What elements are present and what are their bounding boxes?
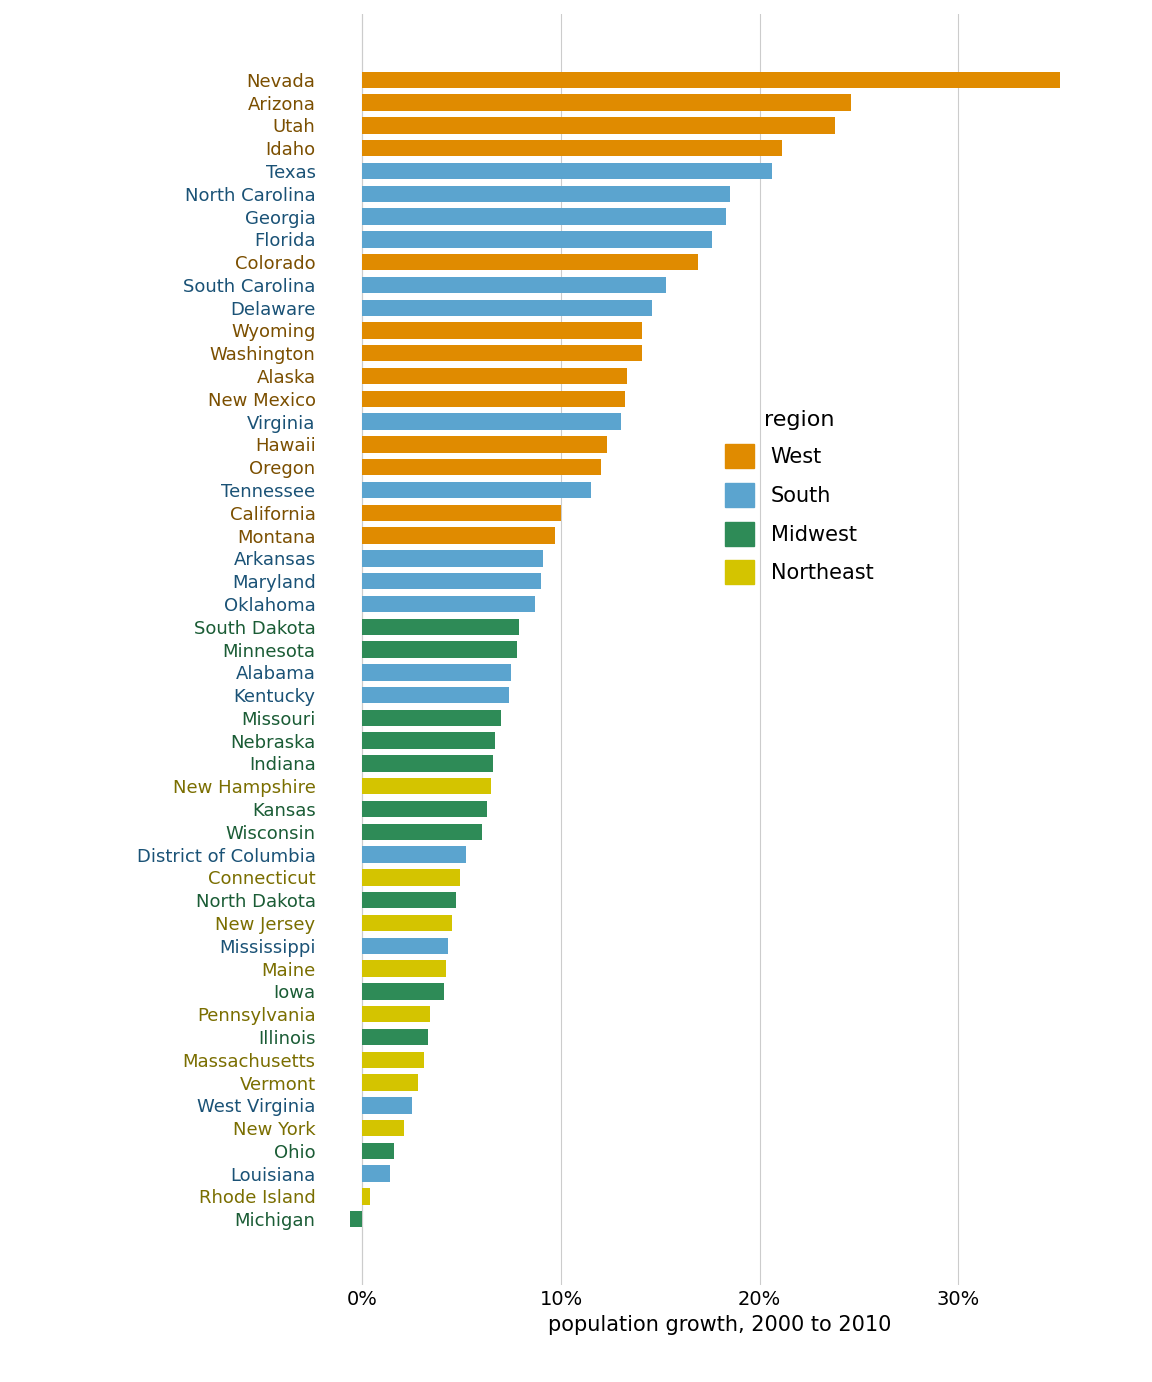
Bar	[363, 665, 511, 680]
Bar	[363, 391, 624, 408]
Bar	[363, 117, 835, 134]
Bar	[363, 756, 493, 771]
Bar	[363, 869, 460, 886]
Bar	[363, 276, 666, 293]
Bar	[363, 368, 627, 384]
Bar	[363, 732, 495, 749]
Bar	[363, 778, 492, 795]
Bar	[363, 915, 452, 931]
Bar	[363, 574, 541, 589]
Bar	[363, 619, 520, 634]
Bar	[363, 1006, 430, 1023]
Bar	[363, 983, 444, 999]
Bar	[363, 1165, 391, 1182]
Bar	[363, 550, 543, 567]
Bar	[363, 528, 555, 543]
Bar	[363, 254, 698, 271]
Bar	[363, 346, 643, 362]
Bar	[363, 687, 509, 703]
Bar	[363, 710, 501, 726]
Bar	[363, 209, 726, 225]
X-axis label: population growth, 2000 to 2010: population growth, 2000 to 2010	[548, 1314, 892, 1335]
Bar	[363, 937, 448, 954]
Bar	[363, 163, 772, 180]
Legend: West, South, Midwest, Northeast: West, South, Midwest, Northeast	[714, 399, 884, 594]
Bar	[363, 185, 730, 202]
Bar	[363, 482, 591, 499]
Bar	[363, 596, 536, 612]
Bar	[363, 437, 607, 453]
Bar	[363, 1143, 394, 1159]
Bar	[363, 413, 621, 430]
Bar	[363, 300, 652, 316]
Bar	[363, 1097, 412, 1114]
Bar	[363, 641, 517, 658]
Bar	[363, 94, 851, 111]
Bar	[363, 846, 465, 862]
Bar	[363, 1189, 370, 1205]
Bar	[363, 231, 712, 247]
Bar	[363, 1074, 418, 1090]
Bar	[350, 1211, 363, 1227]
Bar	[363, 140, 781, 156]
Bar	[363, 1028, 427, 1045]
Bar	[363, 824, 482, 840]
Bar	[363, 504, 561, 521]
Bar	[363, 891, 456, 908]
Bar	[363, 960, 446, 977]
Bar	[363, 1119, 404, 1136]
Bar	[363, 459, 601, 475]
Bar	[363, 72, 1060, 88]
Bar	[363, 322, 643, 339]
Bar	[363, 1052, 424, 1068]
Bar	[363, 800, 487, 817]
